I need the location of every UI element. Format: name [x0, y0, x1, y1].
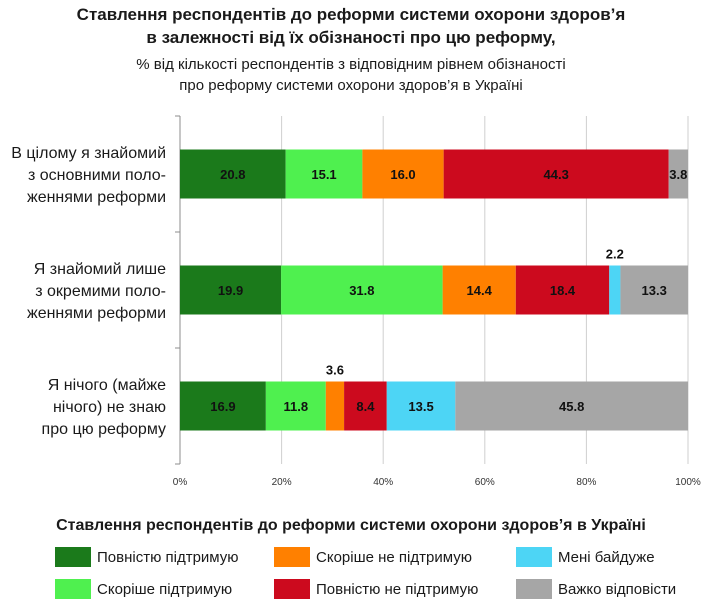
legend-label: Мені байдуже: [558, 548, 655, 566]
bar-segment: [620, 265, 688, 315]
data-label: 3.8: [669, 167, 687, 182]
chart-subtitle-line2: про реформу системи охорони здоров’я в У…: [179, 77, 523, 94]
legend-label: Скоріше підтримую: [97, 580, 233, 598]
bar-segment: [344, 381, 387, 431]
legend-swatch: [516, 547, 552, 567]
category-label: женнями реформи: [27, 305, 166, 322]
bar-segment: [265, 381, 326, 431]
category-label: женнями реформи: [27, 189, 166, 206]
legend-item: Скоріше підтримую: [55, 578, 232, 600]
bar-segment: [668, 149, 688, 199]
x-tick-label: 40%: [373, 477, 393, 488]
legend-swatch: [516, 579, 552, 599]
bar-segment: [285, 149, 363, 199]
bar-segment: [325, 381, 345, 431]
data-label: 14.4: [467, 283, 493, 298]
bar-segment: [455, 381, 688, 431]
bar-segment: [515, 265, 610, 315]
data-label: 13.3: [642, 283, 667, 298]
data-label: 16.9: [210, 399, 235, 414]
data-label: 8.4: [356, 399, 375, 414]
bar-segment: [443, 149, 669, 199]
category-label: Я нічого (майже: [48, 377, 166, 394]
bar-segment: [442, 265, 516, 315]
category-label: про цю реформу: [42, 421, 166, 438]
bar-segment: [362, 149, 444, 199]
data-label: 11.8: [284, 399, 309, 414]
legend-swatch: [55, 579, 91, 599]
legend-label: Повністю підтримую: [97, 548, 239, 566]
legend-item: Скоріше не підтримую: [274, 546, 472, 568]
category-label: нічого) не знаю: [53, 399, 166, 416]
category-label: В цілому я знайомий: [11, 145, 166, 162]
x-tick-label: 0%: [173, 477, 188, 488]
x-tick-label: 60%: [475, 477, 495, 488]
legend-swatch: [55, 547, 91, 567]
category-label: з окремими поло-: [35, 283, 166, 300]
category-label: Я знайомий лише: [34, 261, 166, 278]
bar-segment: [281, 265, 443, 315]
bar-segment: [180, 381, 266, 431]
legend-item: Мені байдуже: [516, 546, 655, 568]
x-tick-label: 100%: [675, 477, 701, 488]
legend-item: Повністю не підтримую: [274, 578, 478, 600]
chart-subtitle-line1: % від кількості респондентів з відповідн…: [136, 56, 566, 73]
legend-item: Повністю підтримую: [55, 546, 239, 568]
legend-item: Важко відповісти: [516, 578, 676, 600]
data-label: 44.3: [544, 167, 569, 182]
data-label: 16.0: [390, 167, 415, 182]
data-label: 18.4: [550, 283, 576, 298]
chart-title-line1: Ставлення респондентів до реформи систем…: [76, 5, 626, 24]
data-label: 20.8: [220, 167, 245, 182]
bar-segment: [609, 265, 621, 315]
legend-label: Повністю не підтримую: [316, 580, 479, 598]
legend-swatch: [274, 579, 310, 599]
data-label: 13.5: [408, 399, 433, 414]
bar-segment: [180, 265, 282, 315]
bar-segment: [386, 381, 456, 431]
data-label: 31.8: [349, 283, 374, 298]
x-tick-label: 80%: [576, 477, 596, 488]
x-tick-label: 20%: [272, 477, 292, 488]
chart-title-line2: в залежності від їх обізнаності про цю р…: [146, 28, 556, 47]
data-label: 3.6: [326, 363, 344, 378]
legend-swatch: [274, 547, 310, 567]
data-label: 19.9: [218, 283, 243, 298]
stacked-bar-chart: 0% 20% 40% 60% 80% 100% В цілому я знайомий з о…: [11, 115, 701, 488]
legend-title: Ставлення респондентів до реформи систем…: [56, 517, 646, 534]
data-label: 15.1: [311, 167, 336, 182]
data-label: 2.2: [606, 247, 624, 262]
data-label: 45.8: [559, 399, 584, 414]
legend-label: Скоріше не підтримую: [316, 548, 472, 566]
legend-label: Важко відповісти: [558, 580, 677, 598]
bar-segment: [180, 149, 286, 199]
category-label: з основними поло-: [28, 167, 166, 184]
